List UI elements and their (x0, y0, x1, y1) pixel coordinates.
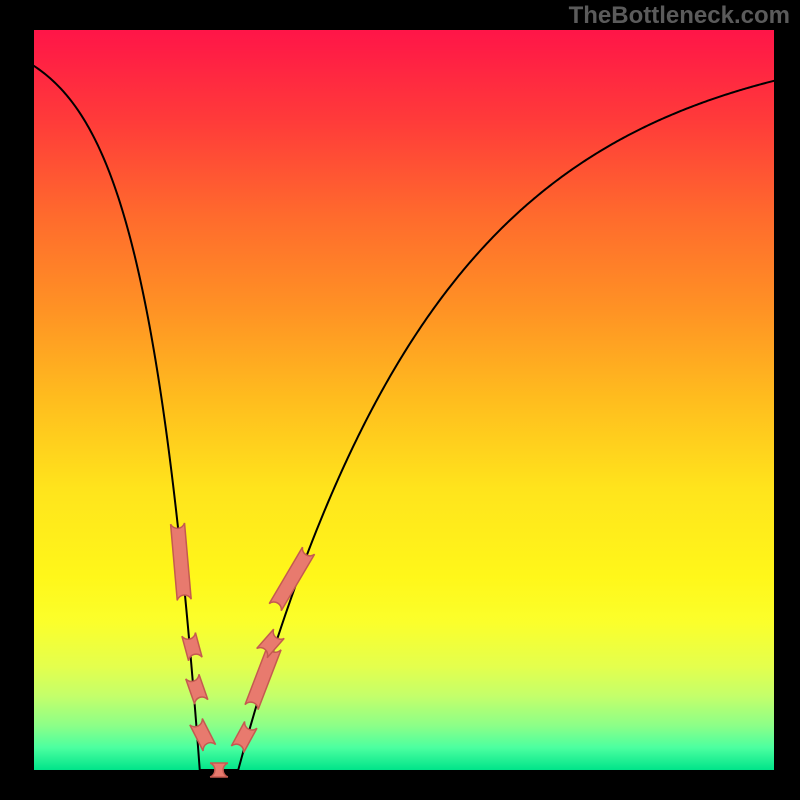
chart-container: TheBottleneck.com (0, 0, 800, 800)
chart-svg (0, 0, 800, 800)
plot-background (34, 30, 774, 770)
watermark-text: TheBottleneck.com (569, 2, 790, 30)
